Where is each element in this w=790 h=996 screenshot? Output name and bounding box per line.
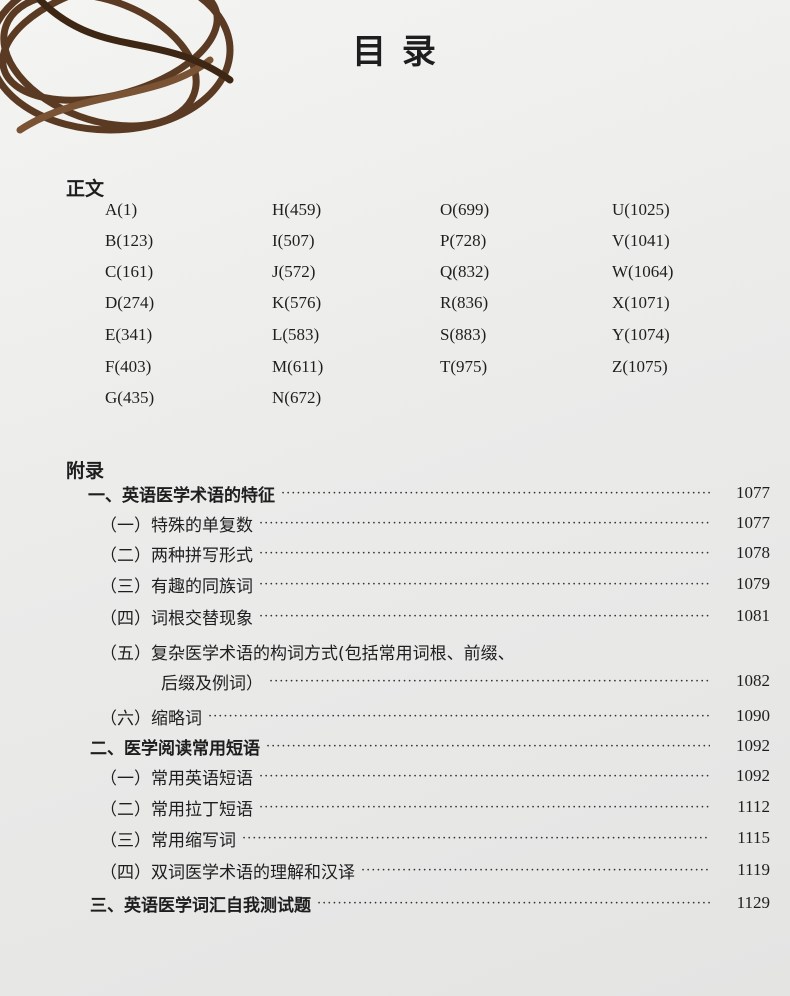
toc-label: （四）词根交替现象 (100, 608, 253, 629)
leader-dots (259, 546, 710, 561)
toc-label: （二）常用拉丁短语 (100, 799, 253, 820)
index-entry[interactable]: S(883) (440, 325, 487, 344)
toc-entry[interactable]: 三、英语医学词汇自我测试题 1129 (0, 889, 790, 917)
index-entry[interactable]: I(507) (272, 231, 315, 250)
leader-dots (259, 800, 710, 815)
leader-dots (208, 709, 710, 724)
index-entry[interactable]: L(583) (272, 325, 320, 344)
section-heading-main: 正文 (66, 178, 105, 200)
toc-entry[interactable]: 后缀及例词） 1082 (0, 667, 790, 695)
index-entry[interactable]: X(1071) (612, 293, 670, 312)
leader-dots (361, 863, 710, 878)
toc-entry[interactable]: （一）常用英语短语 1092 (0, 762, 790, 790)
leader-dots (259, 516, 710, 531)
leader-dots (242, 831, 710, 846)
toc-label: （四）双词医学术语的理解和汉译 (100, 862, 355, 883)
index-entry[interactable]: Q(832) (440, 262, 490, 281)
toc-label: （三）有趣的同族词 (100, 576, 253, 597)
index-entry[interactable]: J(572) (272, 262, 316, 281)
toc-page: 1092 (736, 736, 770, 755)
toc-page: 1112 (737, 797, 770, 816)
index-entry[interactable]: D(274) (105, 293, 155, 312)
toc-label: （一）常用英语短语 (100, 768, 253, 789)
index-entry[interactable]: N(672) (272, 388, 322, 407)
toc-entry[interactable]: （三）常用缩写词 1115 (0, 824, 790, 852)
toc-label: （三）常用缩写词 (100, 830, 236, 851)
toc-page: 1077 (736, 513, 770, 532)
toc-entry[interactable]: 一、英语医学术语的特征 1077 (0, 479, 790, 507)
toc-page: 1092 (736, 766, 770, 785)
leader-dots (266, 739, 710, 754)
toc-entry[interactable]: （四）词根交替现象 1081 (0, 602, 790, 630)
toc-label: （一）特殊的单复数 (100, 515, 253, 536)
toc-entry[interactable]: 二、医学阅读常用短语 1092 (0, 732, 790, 760)
rattan-ball-decoration (0, 0, 234, 134)
toc-label: 一、英语医学术语的特征 (88, 485, 275, 506)
toc-entry[interactable]: （五）复杂医学术语的构词方式(包括常用词根、前缀、 (0, 637, 790, 665)
toc-page: 1079 (736, 574, 770, 593)
toc-entry[interactable]: （六）缩略词 1090 (0, 702, 790, 730)
leader-dots (259, 577, 710, 592)
leader-dots (269, 674, 710, 689)
index-entry[interactable]: R(836) (440, 293, 489, 312)
leader-dots (281, 486, 710, 501)
index-entry[interactable]: P(728) (440, 231, 487, 250)
index-entry[interactable]: B(123) (105, 231, 154, 250)
leader-dots (259, 769, 710, 784)
index-entry[interactable]: F(403) (105, 357, 152, 376)
toc-label: （五）复杂医学术语的构词方式(包括常用词根、前缀、 (100, 643, 515, 664)
index-entry[interactable]: V(1041) (612, 231, 670, 250)
toc-page: 1082 (736, 671, 770, 690)
section-heading-appendix: 附录 (66, 460, 105, 482)
page-title: 目 录 (352, 32, 438, 72)
index-entry[interactable]: K(576) (272, 293, 322, 312)
index-entry[interactable]: G(435) (105, 388, 155, 407)
index-entry[interactable]: Y(1074) (612, 325, 670, 344)
toc-page: 1081 (736, 606, 770, 625)
leader-dots (259, 609, 710, 624)
toc-label: 后缀及例词） (161, 673, 263, 694)
toc-entry[interactable]: （一）特殊的单复数 1077 (0, 509, 790, 537)
index-entry[interactable]: T(975) (440, 357, 488, 376)
toc-page: 1129 (736, 893, 770, 912)
toc-entry[interactable]: （三）有趣的同族词 1079 (0, 570, 790, 598)
toc-page: 1119 (737, 860, 770, 879)
toc-label: 三、英语医学词汇自我测试题 (90, 895, 311, 916)
index-entry[interactable]: H(459) (272, 200, 322, 219)
toc-entry[interactable]: （二）两种拼写形式 1078 (0, 539, 790, 567)
index-entry[interactable]: W(1064) (612, 262, 674, 281)
toc-label: 二、医学阅读常用短语 (90, 738, 260, 759)
index-entry[interactable]: C(161) (105, 262, 154, 281)
index-entry[interactable]: O(699) (440, 200, 490, 219)
toc-label: （二）两种拼写形式 (100, 545, 253, 566)
toc-page: 1115 (737, 828, 770, 847)
index-entry[interactable]: E(341) (105, 325, 153, 344)
toc-label: （六）缩略词 (100, 708, 202, 729)
toc-entry[interactable]: （四）双词医学术语的理解和汉译 1119 (0, 856, 790, 884)
toc-page: 1078 (736, 543, 770, 562)
index-entry[interactable]: U(1025) (612, 200, 670, 219)
toc-page: 1090 (736, 706, 770, 725)
leader-dots (317, 896, 710, 911)
toc-page: 1077 (736, 483, 770, 502)
index-entry[interactable]: Z(1075) (612, 357, 668, 376)
toc-entry[interactable]: （二）常用拉丁短语 1112 (0, 793, 790, 821)
index-entry[interactable]: A(1) (105, 200, 138, 219)
index-entry[interactable]: M(611) (272, 357, 324, 376)
